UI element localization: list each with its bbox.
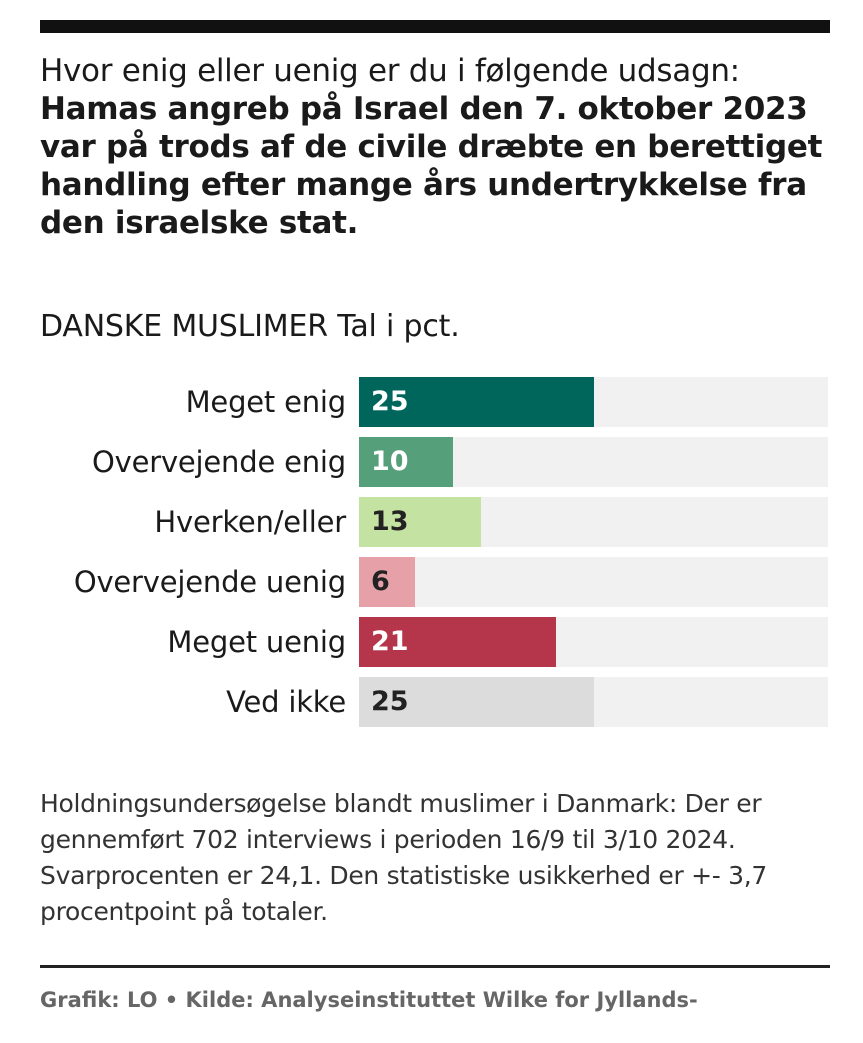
category-label: Overvejende uenig	[73, 565, 346, 599]
bar-row: Ved ikke 25	[0, 677, 863, 727]
bar-chart: Meget enig 25 Overvejende enig 10 Hverken/el…	[0, 377, 863, 737]
bar-track: 13	[359, 497, 828, 547]
source-credit: Grafik: LO • Kilde: Analyseinstituttet W…	[40, 988, 698, 1012]
bottom-rule	[40, 965, 830, 968]
bar-value-label: 6	[371, 566, 390, 597]
bar	[359, 377, 594, 427]
bar	[359, 437, 453, 487]
category-label: Overvejende enig	[92, 445, 346, 479]
bar-value-label: 25	[371, 686, 409, 717]
bar-track: 21	[359, 617, 828, 667]
bar-value-label: 10	[371, 446, 409, 477]
chart-subtitle: DANSKE MUSLIMER Tal i pct.	[40, 309, 460, 344]
footnote: Holdningsundersøgelse blandt muslimer i …	[40, 789, 768, 926]
bar	[359, 677, 594, 727]
bar-track: 25	[359, 677, 828, 727]
bar	[359, 617, 556, 667]
bar	[359, 497, 481, 547]
bar-row: Meget enig 25	[0, 377, 863, 427]
bar-row: Hverken/eller 13	[0, 497, 863, 547]
bar-row: Overvejende enig 10	[0, 437, 863, 487]
bar-row: Meget uenig 21	[0, 617, 863, 667]
bar-track: 10	[359, 437, 828, 487]
category-label: Meget enig	[185, 385, 347, 419]
category-label: Meget uenig	[167, 625, 346, 659]
category-label: Hverken/eller	[154, 505, 346, 539]
category-label: Ved ikke	[226, 685, 346, 719]
question-lead: Hvor enig eller uenig er du i følgende u…	[40, 53, 740, 89]
bar	[359, 557, 415, 607]
bar-value-label: 13	[371, 506, 409, 537]
bar-row: Overvejende uenig 6	[0, 557, 863, 607]
top-rule	[40, 20, 830, 33]
chart-question: Hvor enig eller uenig er du i følgende u…	[40, 52, 840, 242]
bar-track: 6	[359, 557, 828, 607]
bar-track: 25	[359, 377, 828, 427]
bar-value-label: 25	[371, 386, 409, 417]
bar-value-label: 21	[371, 626, 409, 657]
question-statement: Hamas angreb på Israel den 7. oktober 20…	[40, 91, 823, 241]
